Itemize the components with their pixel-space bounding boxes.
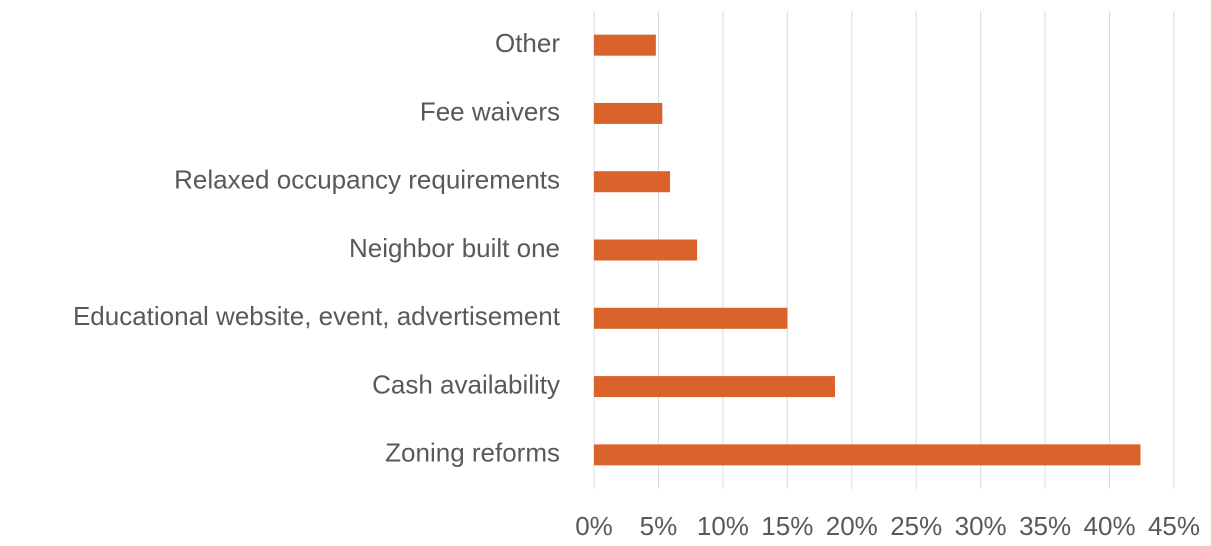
x-tick-label: 5%	[640, 511, 678, 541]
bar	[594, 376, 836, 398]
x-tick-label: 10%	[697, 511, 749, 541]
y-tick-label: Fee waivers	[420, 96, 560, 126]
y-tick-label: Other	[495, 28, 560, 58]
x-tick-label: 35%	[1019, 511, 1071, 541]
y-tick-label: Neighbor built one	[349, 233, 560, 263]
x-tick-label: 40%	[1084, 511, 1136, 541]
bar	[594, 171, 671, 193]
y-tick-label: Relaxed occupancy requirements	[174, 165, 560, 195]
y-tick-label: Zoning reforms	[385, 438, 560, 468]
x-tick-label: 45%	[1148, 511, 1200, 541]
bar	[594, 444, 1141, 466]
bar	[594, 34, 656, 56]
x-tick-label: 20%	[826, 511, 878, 541]
bar	[594, 307, 788, 329]
x-tick-label: 15%	[761, 511, 813, 541]
x-tick-label: 25%	[890, 511, 942, 541]
bar	[594, 239, 698, 261]
x-tick-label: 30%	[955, 511, 1007, 541]
y-tick-label: Educational website, event, advertisemen…	[73, 301, 561, 331]
x-tick-label: 0%	[575, 511, 613, 541]
y-tick-label: Cash availability	[372, 369, 560, 399]
bar	[594, 102, 663, 124]
